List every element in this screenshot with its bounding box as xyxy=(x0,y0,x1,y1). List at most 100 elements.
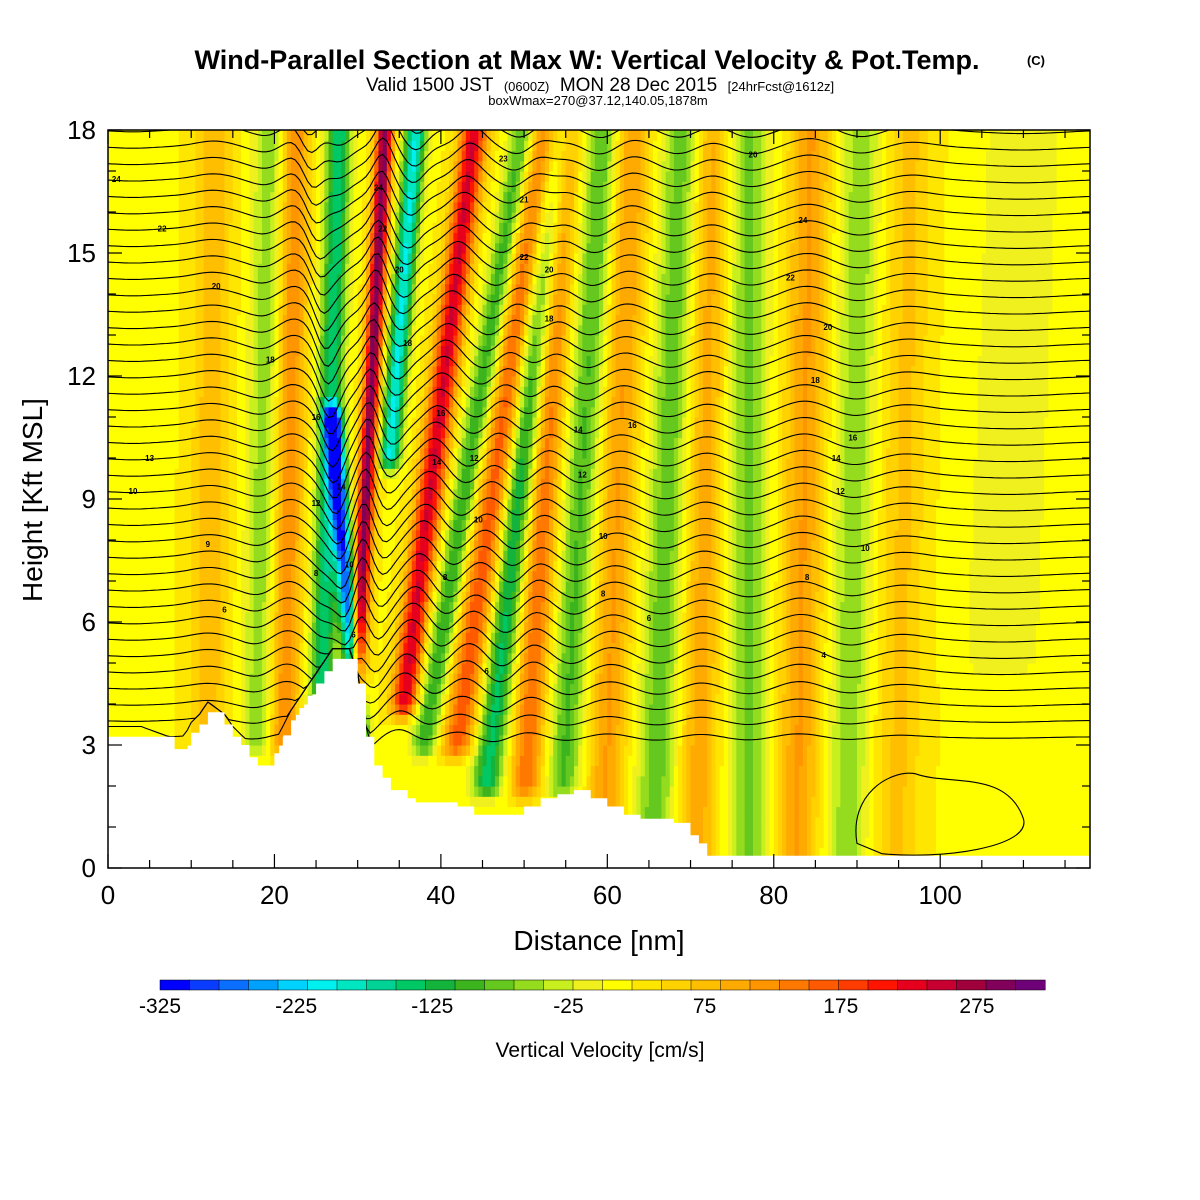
velocity-cell xyxy=(316,560,321,572)
velocity-cell xyxy=(257,632,263,644)
velocity-cell xyxy=(162,529,167,541)
velocity-cell xyxy=(266,683,271,695)
velocity-cell xyxy=(345,222,350,234)
velocity-cell xyxy=(445,560,450,572)
velocity-cell xyxy=(286,355,292,367)
velocity-cell xyxy=(187,160,192,172)
velocity-cell xyxy=(228,693,234,705)
velocity-cell xyxy=(220,191,226,203)
velocity-cell xyxy=(220,509,226,521)
velocity-cell xyxy=(270,417,276,428)
velocity-cell xyxy=(249,150,255,162)
velocity-cell xyxy=(286,683,292,695)
velocity-cell xyxy=(341,140,346,152)
velocity-cell xyxy=(241,201,246,213)
velocity-cell xyxy=(178,160,184,172)
velocity-cell xyxy=(378,171,384,182)
velocity-cell xyxy=(203,171,209,182)
velocity-cell xyxy=(274,140,280,152)
velocity-cell xyxy=(220,652,226,664)
velocity-cell xyxy=(203,478,209,490)
velocity-cell xyxy=(174,355,180,367)
velocity-cell xyxy=(166,212,172,223)
velocity-cell xyxy=(232,345,238,357)
velocity-cell xyxy=(132,447,138,459)
velocity-cell xyxy=(191,212,196,223)
velocity-cell xyxy=(415,683,421,695)
velocity-cell xyxy=(124,560,130,572)
velocity-cell xyxy=(153,304,159,316)
velocity-cell xyxy=(411,437,417,449)
velocity-cell xyxy=(278,222,284,234)
velocity-cell xyxy=(187,191,192,203)
velocity-cell xyxy=(116,376,122,387)
velocity-cell xyxy=(320,458,325,469)
velocity-cell xyxy=(378,304,384,316)
velocity-cell xyxy=(420,314,425,326)
velocity-cell xyxy=(270,130,276,141)
velocity-cell xyxy=(428,181,434,193)
velocity-cell xyxy=(403,683,409,695)
velocity-cell xyxy=(149,509,155,521)
velocity-cell xyxy=(303,396,309,408)
velocity-cell xyxy=(178,632,184,644)
velocity-cell xyxy=(411,283,417,295)
velocity-cell xyxy=(216,642,221,654)
velocity-cell xyxy=(407,570,413,582)
velocity-cell xyxy=(299,663,305,674)
velocity-cell xyxy=(299,365,305,377)
velocity-cell xyxy=(216,560,221,572)
velocity-cell xyxy=(307,160,313,172)
velocity-cell xyxy=(137,714,142,726)
velocity-cell xyxy=(295,540,301,551)
velocity-cell xyxy=(232,191,238,203)
velocity-cell xyxy=(357,663,363,674)
velocity-cell xyxy=(345,478,350,490)
velocity-cell xyxy=(170,458,176,469)
velocity-cell xyxy=(282,714,288,726)
velocity-cell xyxy=(299,499,305,510)
velocity-cell xyxy=(203,714,209,726)
velocity-cell xyxy=(449,396,454,408)
velocity-cell xyxy=(141,222,147,234)
velocity-cell xyxy=(295,130,301,141)
velocity-cell xyxy=(199,591,205,603)
velocity-cell xyxy=(349,601,355,613)
velocity-cell xyxy=(216,540,221,551)
velocity-cell xyxy=(399,488,405,500)
velocity-cell xyxy=(253,273,259,285)
velocity-cell xyxy=(311,222,317,234)
velocity-cell xyxy=(166,447,172,459)
velocity-cell xyxy=(253,734,259,746)
velocity-cell xyxy=(445,632,450,644)
velocity-cell xyxy=(153,335,159,346)
velocity-cell xyxy=(311,488,317,500)
velocity-cell xyxy=(316,509,321,521)
velocity-cell xyxy=(449,355,454,367)
velocity-cell xyxy=(153,591,159,603)
velocity-cell xyxy=(332,427,338,439)
velocity-cell xyxy=(124,704,130,715)
velocity-cell xyxy=(249,335,255,346)
velocity-cell xyxy=(303,160,309,172)
velocity-cell xyxy=(307,591,313,603)
velocity-cell xyxy=(203,591,209,603)
velocity-cell xyxy=(445,581,450,592)
velocity-cell xyxy=(370,499,375,510)
velocity-cell xyxy=(162,693,167,705)
velocity-cell xyxy=(141,458,147,469)
velocity-cell xyxy=(432,294,438,305)
velocity-cell xyxy=(349,335,355,346)
velocity-cell xyxy=(336,160,342,172)
velocity-cell xyxy=(249,560,255,572)
velocity-cell xyxy=(228,663,234,674)
velocity-cell xyxy=(149,642,155,654)
velocity-cell xyxy=(224,601,230,613)
velocity-cell xyxy=(424,437,429,449)
velocity-cell xyxy=(182,324,188,336)
velocity-cell xyxy=(399,560,405,572)
velocity-cell xyxy=(307,663,313,674)
velocity-cell xyxy=(361,345,367,357)
velocity-cell xyxy=(328,222,334,234)
velocity-cell xyxy=(216,304,221,316)
